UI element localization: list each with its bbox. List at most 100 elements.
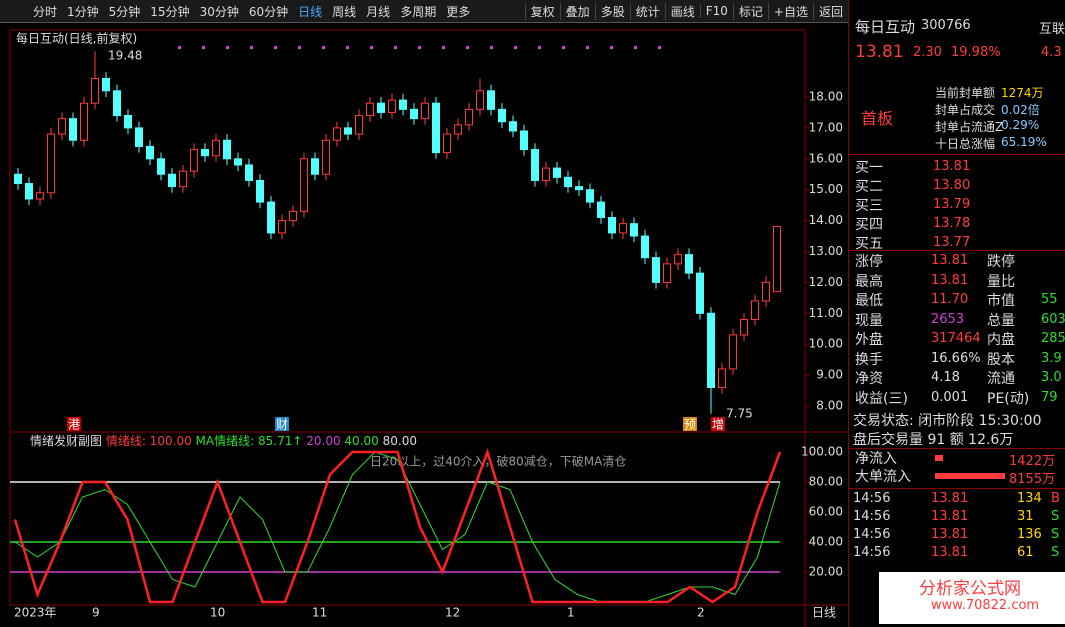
- y-tick-label: 60.00: [809, 505, 843, 519]
- period-tab[interactable]: 日线: [298, 4, 323, 19]
- candle-body: [47, 133, 55, 194]
- quote-text: 14:56: [853, 527, 891, 542]
- signal-dot: [490, 46, 493, 49]
- candle-body: [476, 90, 484, 110]
- quote-text: 65.19%: [1001, 135, 1047, 149]
- candle-body: [245, 164, 253, 181]
- candle-body: [377, 102, 385, 113]
- quote-text: 1274万: [1001, 86, 1044, 100]
- quote-text: 300766: [921, 18, 971, 33]
- quote-text: 封单占成交: [935, 103, 996, 117]
- quote-text: 3.9: [1041, 350, 1062, 366]
- signal-dot: [442, 46, 445, 49]
- divider: [849, 154, 1065, 155]
- quote-text: 买五: [855, 236, 883, 252]
- tool-button[interactable]: 返回: [812, 2, 848, 20]
- y-tick-label: 10.00: [809, 337, 843, 351]
- quote-text: 每日互动: [855, 18, 916, 36]
- period-tab[interactable]: 多周期: [400, 4, 437, 19]
- quote-text: S: [1051, 527, 1060, 542]
- signal-dot: [562, 46, 565, 49]
- quote-text: 现量: [855, 312, 883, 329]
- quote-text: 收益(三): [855, 390, 908, 407]
- quote-text: 0.02倍: [1001, 103, 1040, 117]
- tool-button[interactable]: 画线: [664, 2, 700, 20]
- quote-text: 内盘: [987, 332, 1015, 348]
- period-tab[interactable]: 1分钟: [67, 4, 99, 19]
- candle-body: [399, 99, 407, 110]
- x-tick-label: 10: [210, 606, 225, 620]
- candle-body: [91, 77, 99, 104]
- period-tab[interactable]: 分时: [33, 4, 58, 19]
- candle-body: [663, 263, 671, 283]
- tool-button[interactable]: 多股: [594, 2, 630, 20]
- quote-text: 79: [1041, 389, 1058, 405]
- y-tick-label: 20.00: [809, 565, 843, 579]
- y-tick-label: 80.00: [809, 475, 843, 489]
- event-marker-bg: [683, 417, 697, 431]
- x-tick-label: 12: [445, 606, 460, 620]
- signal-dot: [538, 46, 541, 49]
- candle-body: [256, 179, 264, 203]
- quote-text: S: [1051, 509, 1060, 524]
- tool-button[interactable]: 叠加: [559, 2, 595, 20]
- y-tick-label: 13.00: [809, 244, 843, 258]
- candle-body: [685, 254, 693, 274]
- candle-body: [674, 254, 682, 265]
- candle-body: [553, 167, 561, 178]
- period-tab[interactable]: 5分钟: [108, 4, 141, 19]
- quote-text: 13.81: [931, 545, 969, 560]
- signal-dot: [586, 46, 589, 49]
- quote-text: 买四: [855, 217, 883, 233]
- x-tick-label: 1: [567, 606, 575, 620]
- chart-title: 每日互动(日线,前复权): [16, 31, 137, 46]
- candle-body: [311, 158, 319, 175]
- tool-button[interactable]: +自选: [767, 2, 813, 20]
- candle-body: [751, 300, 759, 320]
- indicator-line: [14, 451, 781, 603]
- signal-dot: [634, 46, 637, 49]
- quote-text: 2653: [931, 311, 965, 327]
- candle-body: [729, 334, 737, 370]
- candle-body: [410, 108, 418, 120]
- quote-text: 13.81: [855, 42, 904, 62]
- candle-body: [300, 158, 308, 212]
- tool-button[interactable]: 统计: [629, 2, 665, 20]
- period-tab[interactable]: 周线: [332, 4, 357, 19]
- signal-dot: [298, 46, 301, 49]
- period-tab[interactable]: 15分钟: [150, 4, 190, 19]
- candle-body: [465, 108, 473, 126]
- candle-body: [212, 139, 220, 157]
- divider: [849, 488, 1065, 489]
- signal-dot: [394, 46, 397, 49]
- quote-text: 盘后交易量 91 额 12.6万: [853, 432, 1014, 448]
- period-tab[interactable]: 更多: [446, 4, 471, 19]
- candle-body: [146, 145, 154, 160]
- signal-dot: [178, 46, 181, 49]
- quote-text: 市值: [987, 293, 1015, 309]
- period-tab[interactable]: 月线: [366, 4, 391, 19]
- quote-text: 0.29%: [1001, 118, 1040, 132]
- signal-dot: [250, 46, 253, 49]
- quote-text: www.70822.com: [931, 598, 1040, 613]
- candle-body: [190, 149, 198, 172]
- quote-text: 当前封单额: [935, 86, 996, 100]
- candle-body: [135, 127, 143, 147]
- low-label: 7.75: [726, 407, 753, 421]
- signal-dot: [514, 46, 517, 49]
- quote-text: 买一: [855, 160, 883, 176]
- candle-body: [520, 130, 528, 151]
- period-tab[interactable]: 60分钟: [248, 4, 289, 19]
- quote-text: 涨停: [855, 254, 883, 270]
- quote-text: 买二: [855, 179, 883, 195]
- period-tab[interactable]: 30分钟: [199, 4, 239, 19]
- flow-bar: [935, 473, 1005, 479]
- tool-button[interactable]: F10: [699, 4, 733, 18]
- quote-text: 0.001: [931, 389, 969, 405]
- tool-button[interactable]: 标记: [732, 2, 768, 20]
- tool-button[interactable]: 复权: [524, 2, 560, 20]
- indicator-note: 日20以上，过40介入，破80减仓，下破MA清仓: [370, 454, 626, 469]
- quote-text: S: [1051, 545, 1060, 560]
- toolbar: 分时 1分钟 5分钟 15分钟 30分钟 60分钟 日线 周线 月线 多周期 更多 复权 叠加 多股 统计画…: [0, 0, 848, 23]
- quote-text: 13.81: [931, 527, 969, 542]
